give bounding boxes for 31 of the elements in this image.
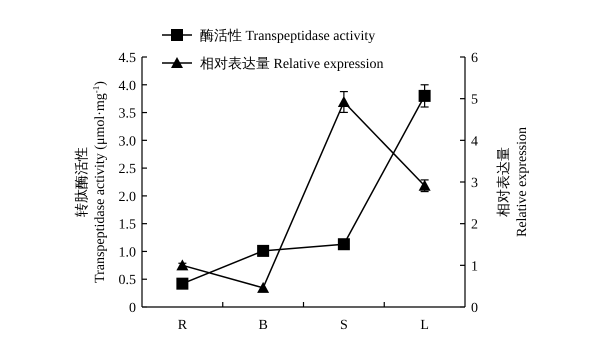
y-tick-label: 2.0 [118, 190, 136, 205]
y2-tick-label: 6 [471, 51, 478, 66]
point [338, 96, 350, 107]
y2-tick-label: 3 [471, 176, 478, 191]
y-tick-label: 3.5 [118, 106, 136, 122]
point [257, 282, 270, 293]
point [176, 278, 188, 290]
y2-tick-label: 4 [471, 134, 478, 150]
point [176, 259, 188, 270]
y2-axis-title: 相对表达量 Relative expression [496, 126, 530, 238]
point [338, 238, 350, 250]
y-tick-label: 0.5 [118, 273, 136, 288]
y-tick-label: 0 [129, 301, 136, 316]
y2-tick-label: 2 [471, 218, 478, 233]
x-tick-label: L [420, 318, 429, 333]
x-tick-label: S [340, 318, 348, 333]
x-tick-label: R [178, 318, 188, 333]
y2-tick-label: 0 [471, 301, 478, 316]
y2-tick-label: 5 [471, 92, 478, 108]
y-tick-label: 3.0 [118, 134, 136, 150]
point [257, 244, 270, 257]
y-tick-label: 4.5 [118, 51, 136, 66]
point [418, 90, 431, 102]
legend-label: 相对表达量 Relative expression [200, 56, 384, 72]
y-tick-label: 2.5 [118, 162, 136, 178]
x-tick-label: B [258, 318, 268, 333]
y-tick-label: 4.0 [118, 78, 136, 94]
legend-label: 酶活性 Transpeptidase activity [200, 28, 376, 44]
y-tick-label: 1.0 [118, 245, 136, 260]
y2-tick-label: 1 [471, 259, 478, 274]
y-tick-label: 1.5 [118, 218, 136, 233]
